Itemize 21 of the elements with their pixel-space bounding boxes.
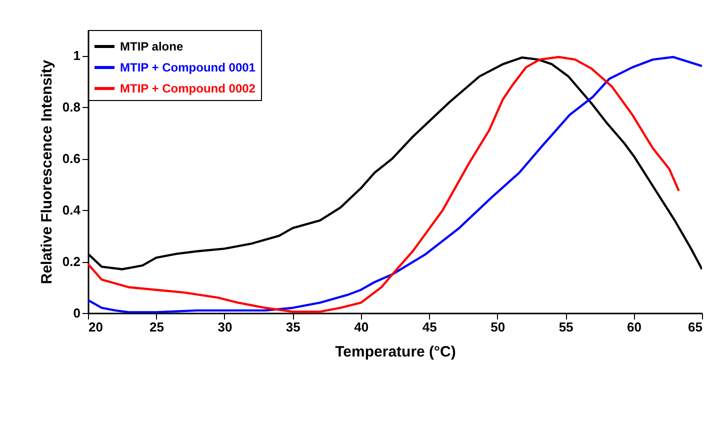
y-axis-title: Relative Fluorescence Intensity: [38, 59, 56, 284]
y-tick-label: 0.8: [62, 100, 80, 115]
y-tick-label: 1: [73, 48, 80, 64]
x-tick-label: 30: [218, 320, 232, 334]
x-tick-label: 55: [558, 320, 574, 334]
x-tick-label: 45: [422, 320, 437, 334]
x-tick-label: 20: [88, 320, 103, 334]
x-tick-label: 65: [688, 320, 702, 334]
legend-label: MTIP + Compound 0001: [120, 60, 256, 74]
y-tick-label: 0.4: [62, 202, 82, 218]
x-tick-label: 60: [627, 320, 642, 334]
y-tick-label: 0.6: [62, 151, 80, 166]
y-tick-label: 0: [73, 306, 80, 320]
x-axis-title: Temperature (°C): [335, 344, 456, 360]
x-tick-label: 40: [354, 320, 369, 334]
legend-label: MTIP alone: [120, 40, 184, 54]
x-tick-label: 25: [149, 320, 164, 334]
y-tick-label: 0.2: [62, 254, 80, 270]
x-tick-label: 50: [490, 320, 506, 334]
legend-label: MTIP + Compound 0002: [120, 82, 256, 96]
x-tick-label: 35: [286, 320, 300, 334]
